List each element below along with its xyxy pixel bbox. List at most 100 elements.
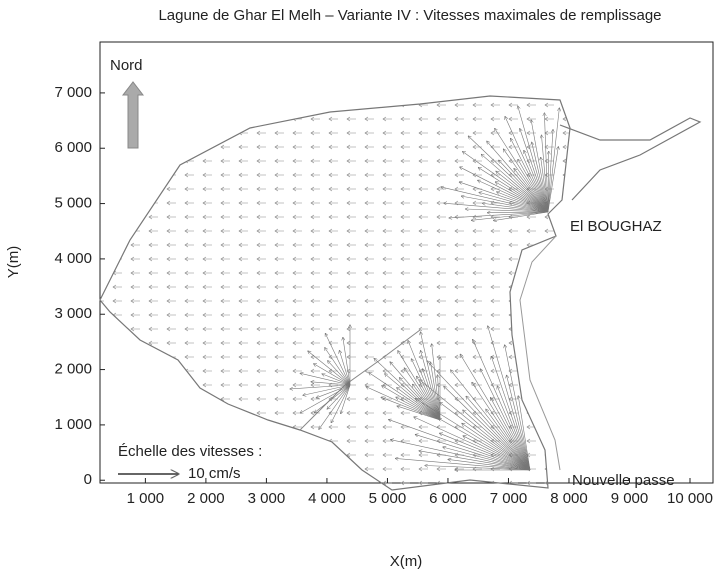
flow-arrow <box>461 196 549 213</box>
flow-arrow <box>460 354 531 471</box>
flow-arrow <box>505 117 549 213</box>
flow-arrow <box>408 341 441 421</box>
flow-arrow <box>308 351 351 386</box>
flow-arrow <box>444 386 531 471</box>
flow-arrow <box>423 369 441 421</box>
flow-arrow <box>471 211 549 220</box>
y-tick-label: 3 000 <box>54 305 92 322</box>
x-tick-label: 7 000 <box>490 490 528 507</box>
flow-arrow <box>473 340 531 471</box>
flow-arrow <box>440 433 531 471</box>
flow-arrow <box>414 417 531 471</box>
flow-arrow <box>439 418 531 471</box>
x-tick-label: 2 000 <box>187 490 225 507</box>
flow-arrow <box>451 370 531 471</box>
flow-arrow <box>496 171 549 213</box>
flow-arrow <box>399 378 441 421</box>
x-tick-label: 4 000 <box>308 490 346 507</box>
flow-arrow <box>505 345 531 471</box>
flow-arrow <box>541 157 549 213</box>
y-tick-label: 6 000 <box>54 139 92 156</box>
flow-arrow <box>479 192 549 213</box>
flow-arrow <box>495 129 549 213</box>
x-tick-label: 3 000 <box>248 490 286 507</box>
flow-arrow <box>488 326 531 471</box>
flow-arrow <box>441 187 549 213</box>
y-tick-label: 0 <box>84 471 92 488</box>
flow-arrow <box>448 459 531 471</box>
flow-arrow <box>427 361 531 471</box>
flow-arrow <box>463 152 549 213</box>
flow-arrow <box>328 361 351 386</box>
x-tick-label: 10 000 <box>667 490 713 507</box>
y-axis-label: Y(m) <box>5 246 22 279</box>
flow-arrow <box>547 108 559 213</box>
flow-arrow <box>468 136 549 213</box>
flow-arrow <box>417 376 441 421</box>
flow-arrow <box>311 382 351 386</box>
flow-arrow <box>472 382 531 471</box>
flow-arrow <box>449 211 549 218</box>
x-tick-label: 1 000 <box>127 490 165 507</box>
flow-arrow <box>300 384 351 413</box>
flow-arrow <box>460 167 549 213</box>
flow-arrow <box>385 374 441 421</box>
flow-arrow <box>480 369 531 471</box>
flow-arrow <box>548 152 549 213</box>
flow-arrow <box>463 436 531 471</box>
x-tick-label: 8 000 <box>550 490 588 507</box>
flow-arrow <box>319 384 351 429</box>
annotation: El BOUGHAZ <box>570 218 662 235</box>
flow-arrow <box>483 203 549 213</box>
velocity-fans <box>290 106 559 470</box>
flow-arrow <box>415 435 531 471</box>
flow-arrow <box>382 386 441 421</box>
flow-arrow <box>339 351 351 386</box>
flow-arrow <box>381 397 441 421</box>
flow-arrow <box>497 192 549 213</box>
flow-arrow <box>481 154 549 213</box>
y-tick-label: 4 000 <box>54 250 92 267</box>
flow-arrow <box>490 398 531 471</box>
flow-arrow <box>421 351 441 421</box>
flow-arrow <box>432 344 441 421</box>
flow-arrow <box>420 380 531 471</box>
chart-title: Lagune de Ghar El Melh – Variante IV : V… <box>158 7 661 24</box>
flow-arrow <box>366 387 441 421</box>
y-tick-label: 5 000 <box>54 195 92 212</box>
flow-arrow <box>314 384 351 413</box>
flow-arrow <box>459 182 549 213</box>
flow-arrow <box>404 368 441 421</box>
flow-arrow <box>438 375 441 421</box>
flow-arrow <box>443 447 531 471</box>
flow-arrow <box>518 159 549 213</box>
flow-arrow <box>369 373 441 421</box>
flow-arrow <box>466 209 549 213</box>
y-tick-label: 2 000 <box>54 361 92 378</box>
annotation: 10 cm/s <box>188 465 241 482</box>
flow-arrow <box>314 364 351 386</box>
flow-arrow <box>466 396 531 471</box>
flow-arrow <box>518 396 531 471</box>
flow-arrow <box>430 362 441 421</box>
flow-arrow <box>478 168 549 213</box>
flow-arrow <box>531 120 549 213</box>
x-tick-label: 9 000 <box>611 490 649 507</box>
flow-arrow <box>398 351 441 421</box>
flow-arrow <box>547 147 558 213</box>
flow-arrow <box>316 384 351 398</box>
annotation: Nouvelle passe <box>572 472 675 489</box>
flow-arrow <box>303 384 351 395</box>
flow-arrow <box>419 451 531 471</box>
flow-arrow <box>343 338 351 386</box>
y-tick-label: 1 000 <box>54 416 92 433</box>
flow-arrow <box>478 180 549 213</box>
flow-arrow <box>486 409 531 471</box>
flow-arrow <box>300 373 351 386</box>
flow-arrow <box>462 423 531 471</box>
flow-arrow <box>390 362 441 421</box>
flow-arrow <box>440 403 531 471</box>
flow-arrow <box>518 106 549 213</box>
flow-arrow <box>396 397 441 421</box>
